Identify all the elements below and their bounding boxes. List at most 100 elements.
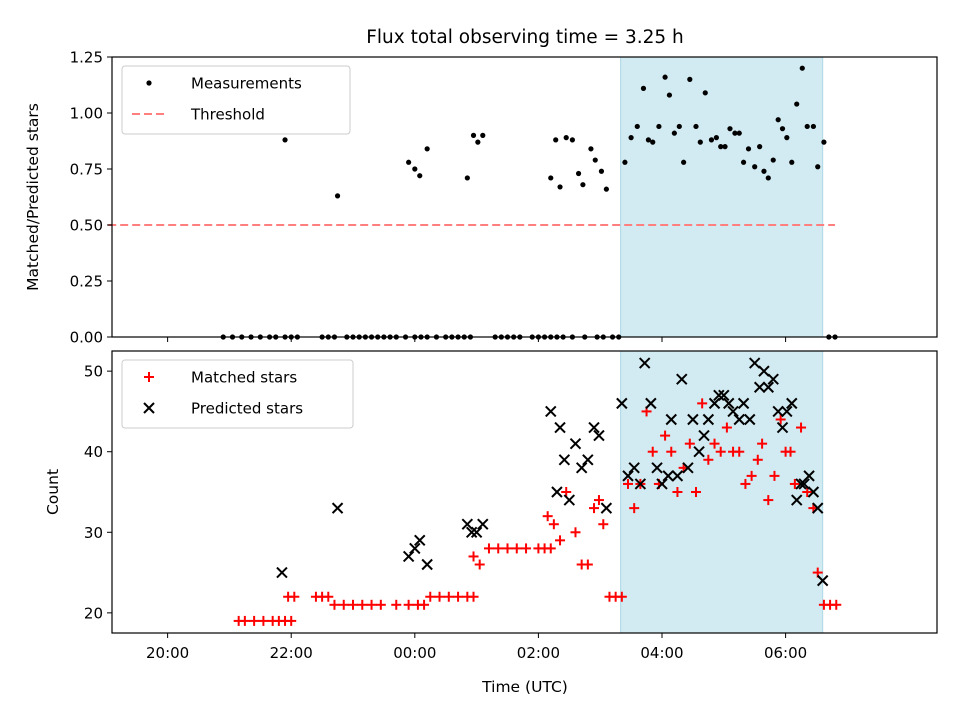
predicted-star-point	[421, 558, 433, 571]
measurement-point	[697, 139, 703, 145]
predicted-star-point	[634, 478, 647, 490]
matched-star-point	[419, 599, 430, 610]
x-axis-label: Time (UTC)	[481, 678, 568, 696]
predicted-star-point	[331, 502, 344, 514]
matched-star-point	[831, 599, 842, 610]
measurement-point	[799, 65, 805, 71]
predicted-star-point	[616, 397, 628, 410]
measurement-point	[569, 137, 575, 143]
legend: Matched stars Predicted stars	[121, 359, 354, 429]
matched-star-point	[757, 438, 768, 449]
x-tick-label: 06:00	[764, 644, 807, 662]
y-tick-label: 1.00	[70, 105, 103, 123]
predicted-star-point	[786, 397, 798, 410]
matched-star-point	[289, 591, 300, 602]
predicted-star-point	[727, 405, 739, 418]
matched-star-point	[239, 615, 250, 626]
y-tick-label: 1.25	[70, 49, 103, 67]
matched-star-point	[570, 527, 581, 538]
measurement-point	[588, 146, 594, 152]
measurement-point	[548, 175, 554, 181]
bottom-panel: 20:00 22:00 00:00 02:00 04:00 06:00 20 30 40 50 Co…	[44, 350, 938, 662]
measurement-point	[598, 168, 605, 174]
measurement-point	[775, 117, 781, 123]
predicted-star-point	[569, 437, 582, 450]
predicted-star-point	[798, 478, 810, 490]
predicted-star-point	[733, 413, 745, 426]
matched-star-point	[721, 422, 732, 433]
predicted-star-point	[551, 486, 563, 498]
predicted-star-point	[414, 534, 426, 547]
measurement-point	[770, 157, 776, 163]
matched-star-point	[425, 591, 436, 602]
measurement-point	[765, 175, 771, 181]
measurement-point	[745, 146, 752, 152]
x-tick-label: 00:00	[393, 644, 436, 662]
matched-star-point	[796, 422, 807, 433]
matched-star-point	[647, 446, 658, 457]
matched-star-point	[443, 591, 454, 602]
y-tick-label: 20	[84, 604, 103, 622]
measurement-point	[650, 139, 656, 145]
predicted-star-point	[461, 518, 474, 530]
matched-star-point	[348, 599, 359, 610]
matched-star-point	[561, 487, 572, 497]
measurement-point	[713, 135, 719, 141]
measurement-point	[480, 132, 486, 138]
measurement-point	[752, 164, 758, 170]
measurement-point	[603, 186, 609, 192]
matched-star-point	[545, 543, 556, 554]
x-tick-label: 04:00	[640, 644, 683, 662]
legend-marker	[146, 80, 152, 86]
predicted-star-point	[682, 462, 694, 474]
predicted-star-point	[638, 357, 651, 369]
predicted-star-point	[812, 502, 824, 514]
measurement-point	[727, 126, 733, 132]
matched-star-point	[660, 430, 671, 441]
measurement-point	[640, 85, 647, 91]
measurement-point	[470, 132, 477, 138]
predicted-star-point	[588, 421, 600, 434]
matched-star-point	[785, 446, 796, 457]
matched-star-point	[775, 414, 786, 425]
y-axis-label: Matched/Predicted stars	[24, 103, 42, 291]
y-tick-label: 0.75	[70, 161, 103, 179]
data-layer	[233, 357, 842, 626]
measurement-point	[412, 166, 418, 172]
matched-star-point	[391, 599, 402, 610]
matched-star-point	[697, 398, 708, 409]
matched-star-point	[434, 591, 445, 602]
predicted-star-point	[693, 446, 705, 458]
predicted-star-point	[558, 454, 571, 466]
matched-star-point	[258, 615, 269, 626]
predicted-star-point	[651, 462, 663, 474]
y-tick-label: 0.25	[70, 273, 103, 291]
matched-star-point	[366, 599, 377, 610]
matched-star-point	[548, 519, 559, 530]
predicted-star-point	[753, 381, 766, 393]
measurement-point	[681, 159, 687, 165]
measurement-point	[779, 126, 786, 132]
figure-title: Flux total observing time = 3.25 h	[366, 27, 684, 48]
predicted-star-point	[465, 526, 478, 538]
matched-star-point	[690, 487, 701, 497]
matched-star-point	[715, 446, 726, 457]
y-tick-label: 30	[84, 524, 103, 542]
matched-star-point	[589, 503, 600, 514]
matched-star-point	[555, 535, 566, 546]
matched-star-point	[769, 470, 780, 481]
measurement-point	[656, 123, 662, 130]
matched-star-point	[502, 543, 513, 554]
predicted-star-point	[698, 429, 710, 442]
predicted-star-point	[772, 405, 784, 418]
measurement-point	[732, 130, 738, 136]
legend-label: Matched stars	[191, 369, 297, 387]
matched-star-point	[746, 470, 757, 481]
predicted-star-point	[767, 373, 779, 385]
predicted-star-point	[582, 454, 594, 466]
top-panel: 0.00 0.25 0.50 0.75 1.00 1.25 Matched/Predicte…	[24, 49, 938, 347]
matched-star-point	[623, 478, 634, 489]
measurement-point	[628, 135, 634, 141]
predicted-star-point	[671, 470, 684, 482]
